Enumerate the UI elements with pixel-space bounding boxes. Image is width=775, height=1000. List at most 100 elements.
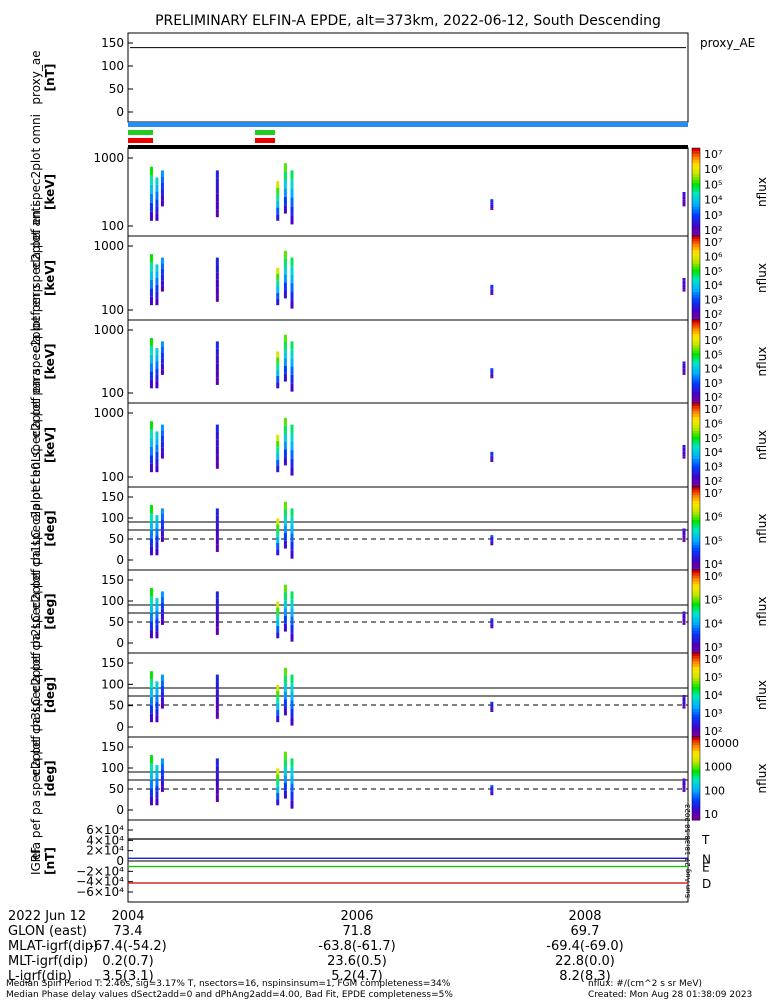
spectrogram-cell	[490, 786, 494, 789]
spectrogram-cell	[149, 755, 153, 764]
colorbar-cell	[692, 619, 700, 624]
spectrogram-cell	[160, 530, 164, 537]
colorbar-cell	[692, 177, 700, 181]
spectrogram-cell	[290, 791, 294, 801]
spectrogram-cell	[149, 538, 153, 547]
panel-ylabel: ela pef en spec2plot anti[keV]	[29, 203, 57, 352]
spectrogram-cell	[160, 263, 164, 269]
spectrogram-cell	[149, 763, 153, 772]
colorbar-cell	[692, 475, 700, 480]
ytick-label: 50	[109, 782, 124, 796]
colorbar-cell	[692, 803, 700, 807]
spectrogram-cell	[682, 539, 686, 542]
colorbar-tick-label: 10⁷	[704, 320, 722, 333]
colorbar-cell	[692, 481, 700, 485]
spectrogram-cell	[490, 793, 494, 796]
colorbar-cell	[692, 186, 700, 190]
spectrogram-cell	[682, 204, 686, 207]
ytick-label: 100	[101, 761, 124, 775]
orbit-row-value: -63.8(-61.7)	[318, 939, 395, 954]
colorbar-cell	[692, 570, 700, 574]
colorbar-cell	[692, 770, 700, 774]
colorbar-cell	[692, 258, 700, 262]
colorbar-cell	[692, 553, 700, 557]
panel-para: ela pef en spec2plot para[keV] 1000 100 10⁷…	[29, 368, 769, 521]
colorbar-cell	[692, 361, 700, 365]
igrf-series-label: D	[702, 877, 711, 891]
spectrogram-cell	[276, 518, 280, 525]
panel-ylabel-unit: [nT]	[43, 847, 57, 875]
spectrogram-cell	[160, 280, 164, 286]
spectrogram-cell	[283, 767, 287, 776]
colorbar-cell	[692, 641, 700, 646]
colorbar-tick-label: 10²	[704, 308, 722, 321]
colorbar-cell	[692, 425, 700, 429]
colorbar-cell	[692, 714, 700, 718]
spectrogram-cell	[290, 708, 294, 718]
colorbar-cell	[692, 647, 700, 651]
colorbar-cell	[692, 433, 700, 438]
colorbar-cell	[692, 734, 700, 738]
spectrogram-cell	[160, 769, 164, 776]
panel-ylabel-main: IGRF	[29, 847, 43, 875]
spectrogram-cell	[682, 701, 686, 705]
colorbar-tick-label: 10⁵	[704, 348, 722, 361]
colorbar-cell	[692, 589, 700, 593]
colorbar-cell	[692, 391, 700, 396]
spectrogram-cell	[155, 688, 159, 695]
colorbar-cell	[692, 503, 700, 507]
spectrogram-cell	[160, 176, 164, 183]
spectrogram-cell	[283, 274, 287, 283]
spectrogram-cell	[215, 431, 219, 440]
panel-ylabel-main: ela pef en spec2plot omni	[29, 114, 43, 270]
spectrogram-cell	[290, 349, 294, 359]
colorbar-cell	[692, 528, 700, 532]
colorbar-tick-label: 10⁶	[704, 417, 723, 430]
spectrogram-cell	[155, 348, 159, 355]
spectrogram-cell	[276, 799, 280, 806]
panel-frame	[127, 235, 689, 321]
ytick-label: 1000	[93, 239, 124, 253]
spectrogram-cell	[283, 350, 287, 359]
spectrogram-cell	[276, 549, 280, 556]
colorbar-cell	[692, 697, 700, 702]
spectrogram-cell	[490, 456, 494, 459]
spectrogram-cell	[283, 699, 287, 708]
colorbar-cell	[692, 664, 700, 668]
panel-ylabel: proxy_ae[nT]	[29, 50, 57, 104]
spectrogram-cell	[276, 201, 280, 208]
colorbar-tick-label: 10000	[704, 737, 739, 750]
panel-ylabel-main: proxy_ae	[29, 50, 43, 104]
spectrogram-cell	[149, 254, 153, 263]
colorbar-cell	[692, 378, 700, 382]
colorbar-cell	[692, 171, 700, 175]
colorbar-cell	[692, 811, 700, 815]
colorbar-tick-label: 10⁷	[704, 487, 722, 500]
colorbar-cell	[692, 597, 700, 601]
spectrogram-cell	[490, 701, 494, 704]
spectrogram-cell	[149, 166, 153, 176]
spectrogram-cell	[283, 457, 287, 466]
colorbar-cell	[692, 405, 700, 410]
colorbar-label: nflux	[755, 430, 769, 460]
spectrogram-cell	[215, 446, 219, 455]
spectrogram-cell	[276, 793, 280, 800]
spectrogram-cell	[283, 365, 287, 374]
spectrogram-cell	[160, 697, 164, 703]
spectrogram-cell	[155, 771, 159, 779]
spectrogram-cell	[155, 431, 159, 439]
orbit-row-value: 0.2(0.7)	[102, 954, 154, 969]
spectrogram-cell	[283, 250, 287, 259]
colorbar-tick-label: 10³	[704, 461, 722, 474]
colorbar-cell	[692, 422, 700, 426]
spectrogram-cell	[290, 383, 294, 392]
spectrogram-cell	[490, 621, 494, 624]
colorbar-cell	[692, 669, 700, 674]
spectrogram-cell	[682, 370, 686, 373]
spectrogram-cell	[155, 528, 159, 536]
spectrogram-cell	[490, 623, 494, 625]
colorbar-cell	[692, 300, 700, 304]
spectrogram-cell	[215, 209, 219, 218]
spectrogram-cell	[290, 366, 294, 375]
spectrogram-cell	[149, 379, 153, 389]
